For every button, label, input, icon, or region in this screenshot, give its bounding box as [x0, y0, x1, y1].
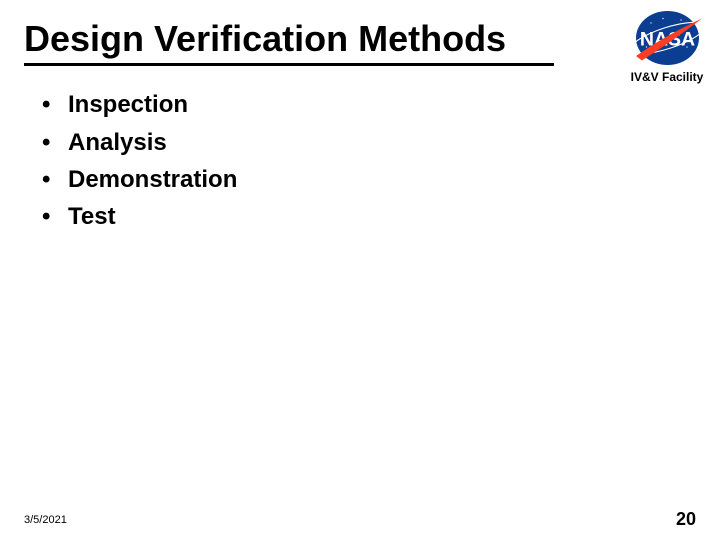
- slide-title: Design Verification Methods: [24, 18, 554, 66]
- bullet-list: Inspection Analysis Demonstration Test: [24, 86, 696, 235]
- list-item: Analysis: [42, 124, 696, 161]
- list-item: Inspection: [42, 86, 696, 123]
- footer-page-number: 20: [676, 509, 696, 530]
- footer-date: 3/5/2021: [24, 514, 67, 526]
- list-item: Demonstration: [42, 161, 696, 198]
- nasa-logo-icon: NASA: [630, 8, 705, 68]
- list-item: Test: [42, 198, 696, 235]
- logo-block: NASA IV&V Facility: [622, 8, 712, 84]
- facility-label: IV&V Facility: [622, 70, 712, 84]
- slide: NASA IV&V Facility Design Verification M…: [0, 0, 720, 540]
